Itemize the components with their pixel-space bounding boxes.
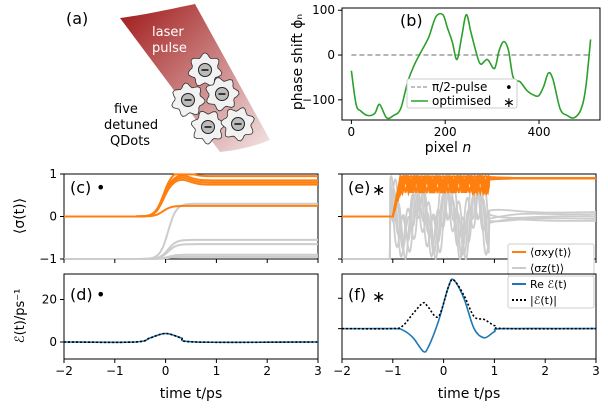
- legend-opt-marker: ∗: [503, 95, 515, 111]
- re-field-line: [63, 332, 319, 344]
- panel-b-ylabel: phase shift ϕₙ: [290, 14, 306, 110]
- x-tick-label: 2: [263, 364, 271, 378]
- legend-opt-label: optimised: [432, 94, 491, 108]
- optimised-phase-line: [350, 12, 592, 120]
- x-tick-label: −1: [384, 364, 402, 378]
- panel-e-label: (e): [348, 178, 370, 197]
- laser-label-line1: laser: [152, 25, 184, 40]
- qdots-label-line1: five: [114, 102, 138, 117]
- x-tick-label: −2: [55, 364, 73, 378]
- panel-b-xlabel: pixel n: [425, 140, 471, 156]
- panel-d-frame: [63, 273, 319, 360]
- panel-b-legend: π/2-pulse • optimised ∗: [406, 78, 518, 111]
- re-field-line: [341, 278, 597, 353]
- panel-c-ylabel: ⟨σ(t)⟩: [12, 198, 28, 234]
- qdots-label-line2: detuned: [104, 118, 158, 133]
- y-tick-label: 100: [312, 3, 335, 17]
- panel-e-legend: ⟨σxy(t)⟩ ⟨σz(t)⟩: [507, 243, 595, 277]
- x-tick-label: 1: [213, 364, 221, 378]
- y-tick-label: 1: [49, 167, 57, 181]
- y-tick-label: 20: [42, 293, 57, 307]
- panel-d: −2 −1 0 1 2 3 20 0 (d) • ℰ(t)/ps⁻¹ time t/ps: [13, 273, 322, 402]
- panel-d-ylabel: ℰ(t)/ps⁻¹: [13, 289, 28, 344]
- x-tick-label: 400: [528, 125, 551, 139]
- panel-f-marker: ∗: [372, 287, 385, 306]
- legend-pi2-label: π/2-pulse: [432, 80, 487, 94]
- y-tick-label: 0: [49, 335, 57, 349]
- sz-line: [64, 202, 318, 260]
- laser-label-line2: pulse: [152, 41, 187, 56]
- x-tick-label: 3: [592, 364, 600, 378]
- x-tick-label: 3: [314, 364, 322, 378]
- panel-d-xlabel: time t/ps: [160, 386, 222, 402]
- qdots-label-line3: QDots: [110, 134, 150, 149]
- sz-line: [342, 175, 596, 261]
- panel-e: (e) ∗ ⟨σxy(t)⟩ ⟨σz(t)⟩: [338, 173, 597, 277]
- panel-c-marker: •: [96, 178, 105, 197]
- panel-f-label: (f): [348, 285, 366, 304]
- panel-c-label: (c): [70, 178, 91, 197]
- x-tick-label: 0: [162, 364, 170, 378]
- panel-b: 0 200 400 100 0 −100 (b) phase shift ϕₙ pixel…: [290, 3, 601, 156]
- x-tick-label: 2: [541, 364, 549, 378]
- panel-b-frame: [341, 7, 601, 121]
- legend-sxy-label: ⟨σxy(t)⟩: [530, 246, 571, 259]
- sxy-line: [342, 175, 596, 218]
- panel-c: 1 0 −1 (c) • ⟨σ(t)⟩: [12, 167, 319, 266]
- panel-d-label: (d): [70, 285, 93, 304]
- legend-pi2-marker: •: [505, 81, 513, 96]
- panel-d-marker: •: [96, 285, 105, 304]
- x-tick-label: −1: [106, 364, 124, 378]
- panel-b-label: (b): [400, 11, 423, 30]
- x-tick-label: 1: [491, 364, 499, 378]
- x-tick-label: 0: [440, 364, 448, 378]
- x-tick-label: 200: [434, 125, 457, 139]
- schematic-panel: (a) laser pulse five detuned QDots: [66, 4, 270, 152]
- legend-re-label: Re ℰ(t): [530, 278, 567, 291]
- abs-field-line: [63, 332, 319, 344]
- x-tick-label: −2: [333, 364, 351, 378]
- panel-e-marker: ∗: [372, 180, 385, 199]
- y-tick-label: −100: [302, 93, 335, 107]
- panel-f: −2 −1 0 1 2 3 (f) ∗ Re ℰ(t) |ℰ(t)| time t/ps: [333, 273, 600, 402]
- y-tick-label: 0: [49, 210, 57, 224]
- x-tick-label: 0: [348, 125, 356, 139]
- y-tick-label: −1: [39, 252, 57, 266]
- y-tick-label: 0: [327, 48, 335, 62]
- legend-abs-label: |ℰ(t)|: [530, 294, 557, 307]
- quantum-dots-group: [171, 52, 255, 145]
- sxy-line: [64, 204, 318, 218]
- panel-a-label: (a): [66, 9, 88, 28]
- legend-sz-label: ⟨σz(t)⟩: [530, 262, 564, 275]
- panel-f-xlabel: time t/ps: [438, 386, 500, 402]
- sz-line: [64, 255, 318, 260]
- panel-f-legend: Re ℰ(t) |ℰ(t)|: [507, 275, 595, 309]
- panel-f-frame: [341, 273, 597, 360]
